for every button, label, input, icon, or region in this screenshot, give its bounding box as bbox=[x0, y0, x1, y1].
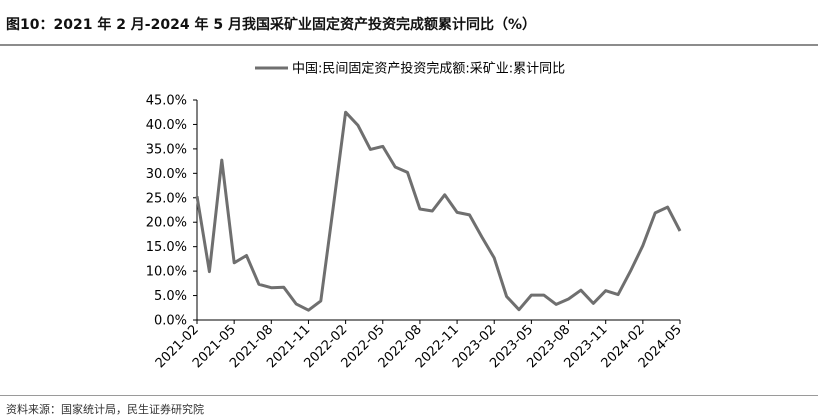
legend: 中国:民间固定资产投资完成额:采矿业:累计同比 bbox=[255, 61, 565, 77]
y-tick-label: 5.0% bbox=[154, 289, 187, 304]
y-tick-label: 25.0% bbox=[146, 191, 187, 206]
y-tick-label: 45.0% bbox=[146, 94, 187, 109]
bottom-divider bbox=[0, 395, 818, 396]
y-tick-label: 30.0% bbox=[146, 167, 187, 182]
series-line bbox=[195, 110, 682, 312]
y-tick-label: 40.0% bbox=[146, 118, 187, 133]
top-divider bbox=[0, 44, 818, 46]
y-tick-label: 10.0% bbox=[146, 265, 187, 280]
series-layer bbox=[195, 110, 682, 312]
legend-label: 中国:民间固定资产投资完成额:采矿业:累计同比 bbox=[292, 61, 565, 77]
figure-title: 图10：2021 年 2 月-2024 年 5 月我国采矿业固定资产投资完成额累… bbox=[6, 17, 536, 33]
y-tick-label: 15.0% bbox=[146, 240, 187, 255]
line-chart: 0.0% 5.0% 10.0% 15.0% 20.0% 25.0% 30.0% 35.0% 40… bbox=[146, 61, 685, 372]
y-tick-label: 35.0% bbox=[146, 142, 187, 157]
source-note: 资料来源：国家统计局，民生证券研究院 bbox=[6, 403, 204, 416]
y-tick-label: 20.0% bbox=[146, 216, 187, 231]
y-axis: 0.0% 5.0% 10.0% 15.0% 20.0% 25.0% 30.0% 35.0% 40… bbox=[146, 94, 198, 329]
y-tick-label: 0.0% bbox=[154, 314, 187, 329]
x-axis: 2021-022021-052021-082021-112022-022022-… bbox=[153, 319, 685, 371]
